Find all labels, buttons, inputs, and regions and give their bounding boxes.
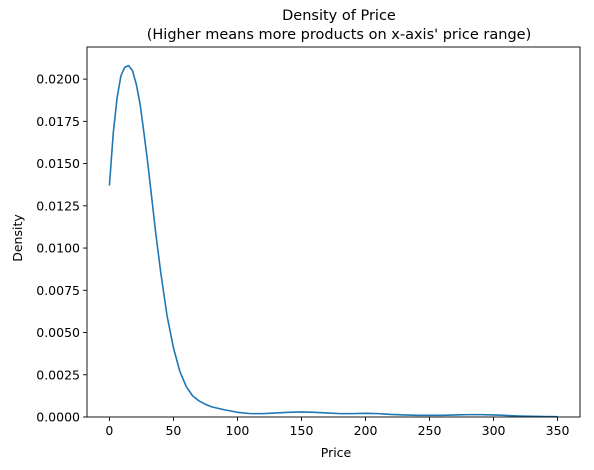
x-tick-label: 0: [105, 423, 113, 438]
y-tick-label: 0.0125: [36, 198, 80, 213]
x-tick-label: 250: [418, 423, 442, 438]
y-tick-label: 0.0150: [36, 156, 80, 171]
plot-frame: [86, 46, 581, 418]
y-axis-label: Density: [10, 214, 25, 262]
x-tick-label: 50: [165, 423, 181, 438]
y-tick-label: 0.0075: [36, 283, 80, 298]
x-tick-label: 100: [226, 423, 250, 438]
x-tick-label: 200: [354, 423, 378, 438]
x-tick-label: 300: [482, 423, 506, 438]
y-tick-label: 0.0025: [36, 367, 80, 382]
plot-area: 0 50 100 150 200 250 300 350 0.0000 0.0025 0.0050 0…: [36, 46, 581, 438]
y-tick-label: 0.0050: [36, 325, 80, 340]
y-tick-label: 0.0100: [36, 241, 80, 256]
x-tick-label: 150: [290, 423, 314, 438]
y-tick-label: 0.0200: [36, 72, 80, 87]
chart-title-line1: Density of Price: [282, 8, 396, 24]
chart-title-line2: (Higher means more products on x-axis' p…: [147, 27, 532, 43]
y-tick-label: 0.0175: [36, 114, 80, 129]
x-axis-label: Price: [321, 445, 352, 460]
density-line: [108, 64, 558, 418]
x-tick-label: 350: [546, 423, 570, 438]
y-tick-label: 0.0000: [36, 410, 80, 425]
